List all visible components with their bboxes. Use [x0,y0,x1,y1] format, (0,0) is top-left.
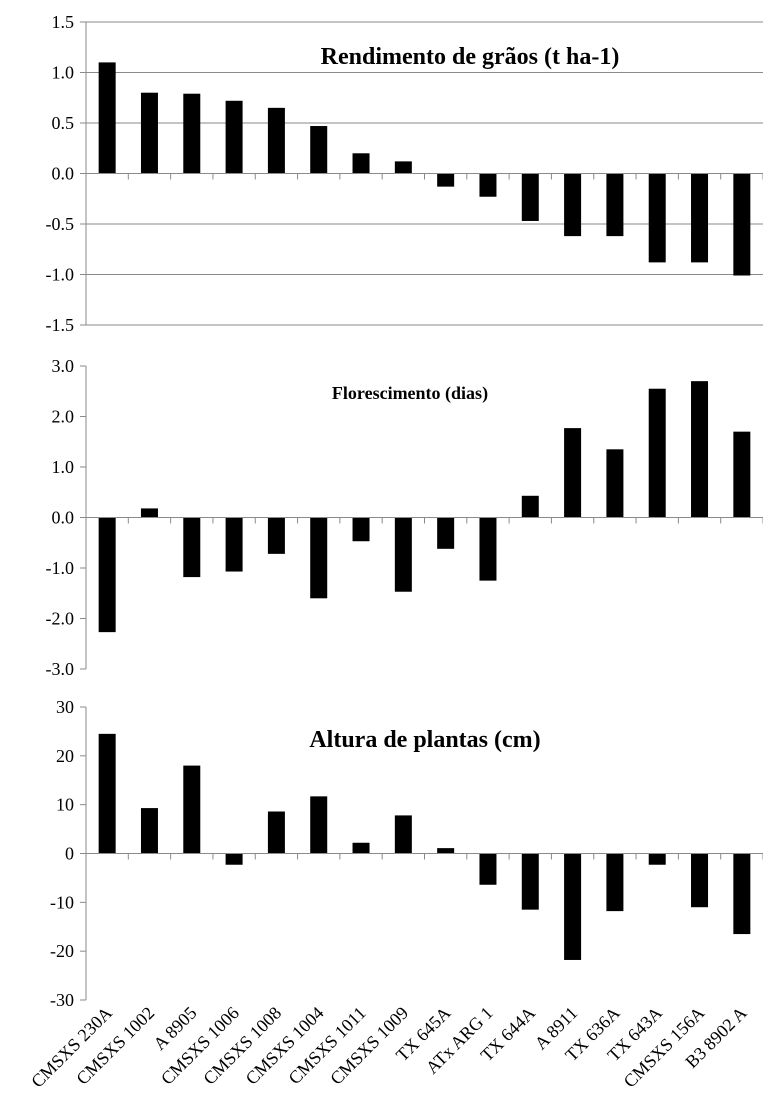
bar-14 [648,853,666,865]
y-tick-label: -1.0 [46,558,75,578]
bar-14 [648,388,666,518]
bar-5 [267,811,285,854]
y-tick-label: 0 [65,844,74,864]
bar-9 [437,517,455,549]
y-tick-label: 20 [56,746,74,766]
chart-title: Florescimento (dias) [332,383,488,404]
bar-2 [140,92,158,174]
bar-13 [606,173,624,237]
bar-13 [606,853,624,912]
bar-15 [691,853,709,908]
bar-4 [225,100,243,174]
bar-7 [352,517,370,542]
bar-2 [140,808,158,854]
y-tick-label: -1.0 [46,265,75,285]
bar-10 [479,173,497,197]
bar-4 [225,517,243,572]
chart-title: Altura de plantas (cm) [309,727,540,753]
y-tick-label: -0.5 [46,214,75,234]
bar-14 [648,173,666,263]
bar-1 [98,62,116,174]
y-tick-label: 2.0 [52,407,75,427]
bar-2 [140,508,158,518]
bar-12 [564,428,582,518]
y-tick-label: -1.5 [46,315,75,335]
bar-11 [521,173,539,221]
y-tick-label: -10 [50,892,74,912]
bar-6 [310,126,328,174]
y-tick-label: 0.5 [52,113,75,133]
bar-3 [183,765,201,854]
bar-12 [564,853,582,960]
bar-5 [267,517,285,554]
bar-8 [394,161,412,174]
y-tick-label: 1.0 [52,63,75,83]
bar-11 [521,853,539,910]
bar-3 [183,93,201,174]
bar-16 [733,173,751,276]
bar-8 [394,815,412,854]
bar-6 [310,517,328,599]
y-tick-label: 0.0 [52,508,75,528]
bar-1 [98,517,116,633]
y-tick-label: -20 [50,941,74,961]
bar-15 [691,381,709,518]
y-tick-label: -3.0 [46,659,75,679]
bar-7 [352,153,370,174]
bar-4 [225,853,243,865]
y-tick-label: -30 [50,990,74,1010]
bar-16 [733,853,751,935]
bar-9 [437,848,455,854]
bar-9 [437,173,455,187]
bar-10 [479,517,497,581]
chart-panels: 1.5 1.0 0.5 0.0 -0.5 -1.0 -1.5 Rendimento de gr… [46,12,763,1010]
y-tick-label: -2.0 [46,609,75,629]
y-tick-label: 3.0 [52,356,75,376]
chart-title: Rendimento de grãos (t ha-1) [321,44,620,70]
bar-6 [310,796,328,854]
bar-5 [267,107,285,174]
y-tick-label: 0.0 [52,164,75,184]
bar-10 [479,853,497,885]
bar-13 [606,449,624,518]
y-tick-label: 1.5 [52,12,75,32]
bar-16 [733,431,751,518]
chart-panel-2: 3.0 2.0 1.0 0.0 -1.0 -2.0 -3.0 Florescimento (d… [46,356,763,679]
bar-11 [521,495,539,518]
bar-12 [564,173,582,237]
bar-3 [183,517,201,578]
bar-1 [98,733,116,854]
y-tick-label: 1.0 [52,457,75,477]
bar-15 [691,173,709,263]
chart-panel-3: 30 20 10 0 -10 -20 -30 Altura de plantas (cm) [50,697,763,1010]
bar-7 [352,842,370,854]
bar-8 [394,517,412,592]
y-tick-label: 30 [56,697,74,717]
chart-panel-1: 1.5 1.0 0.5 0.0 -0.5 -1.0 -1.5 Rendimento de gr… [46,12,763,335]
y-tick-label: 10 [56,795,74,815]
